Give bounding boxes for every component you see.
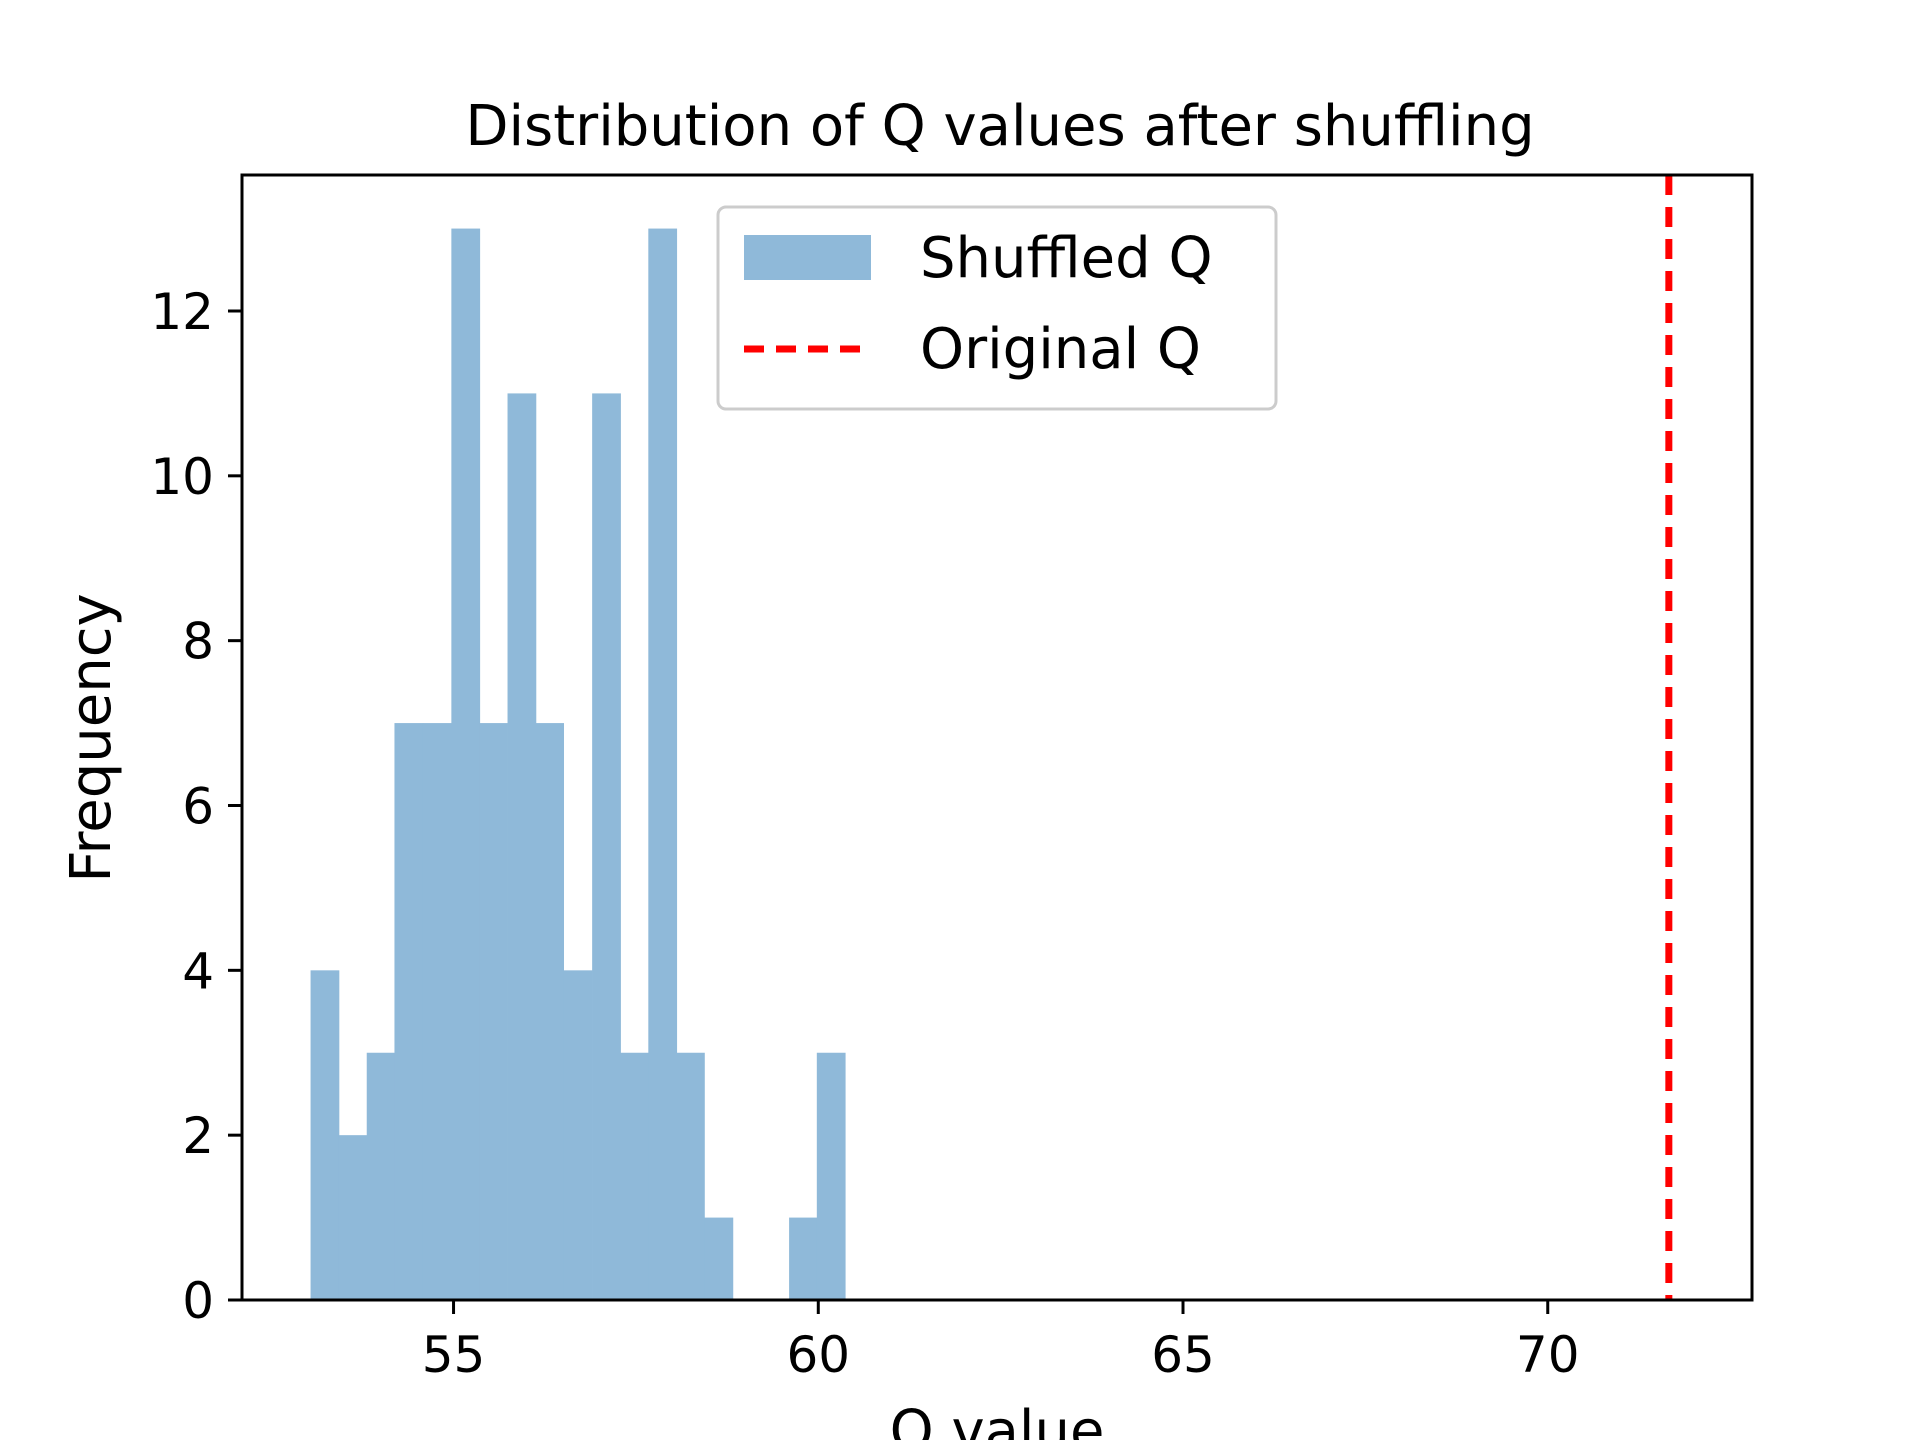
histogram-bar-13 [676,1052,705,1300]
x-axis-label: Q value [890,1399,1105,1440]
histogram-bar-6 [479,723,508,1300]
y-tick-label-2: 2 [182,1107,214,1165]
x-tick-label-70: 70 [1516,1326,1580,1384]
histogram-bar-12 [648,228,678,1301]
legend-original-label: Original Q [920,317,1201,382]
x-axis-ticks: 55 60 65 70 [422,1300,1580,1384]
histogram-bar-17 [789,1217,818,1300]
x-tick-label-60: 60 [786,1326,850,1384]
chart-title: Distribution of Q values after shuffling [465,94,1534,159]
legend-shuffled-label: Shuffled Q [920,226,1213,291]
histogram-bar-3 [394,723,424,1300]
histogram-bar-8 [535,723,565,1300]
y-tick-label-8: 8 [182,613,214,671]
x-tick-label-65: 65 [1151,1326,1215,1384]
histogram-bars [310,228,846,1301]
histogram-bar-2 [366,1052,396,1300]
histogram-bar-4 [422,723,452,1300]
histogram-bar-0 [310,970,340,1300]
y-tick-label-12: 12 [150,283,214,341]
y-tick-label-4: 4 [182,942,214,1000]
histogram-bar-14 [704,1217,734,1300]
y-tick-label-10: 10 [150,448,214,506]
histogram-bar-1 [338,1135,368,1300]
y-tick-label-6: 6 [182,777,214,835]
y-axis-label: Frequency [59,593,124,882]
histogram-bar-11 [619,1052,649,1300]
histogram-bar-7 [507,393,537,1300]
legend: Shuffled Q Original Q [716,205,1278,411]
histogram-bar-9 [563,970,593,1300]
x-tick-label-55: 55 [422,1326,486,1384]
histogram-bar-5 [451,228,481,1301]
y-tick-label-0: 0 [182,1272,214,1330]
histogram-bar-10 [592,393,621,1300]
y-axis-ticks: 0 2 4 6 8 10 12 [150,283,242,1330]
plot-frame [240,173,1754,1302]
legend-shuffled-swatch [744,235,871,280]
histogram-bar-18 [816,1052,846,1300]
plot-area [310,175,1673,1301]
